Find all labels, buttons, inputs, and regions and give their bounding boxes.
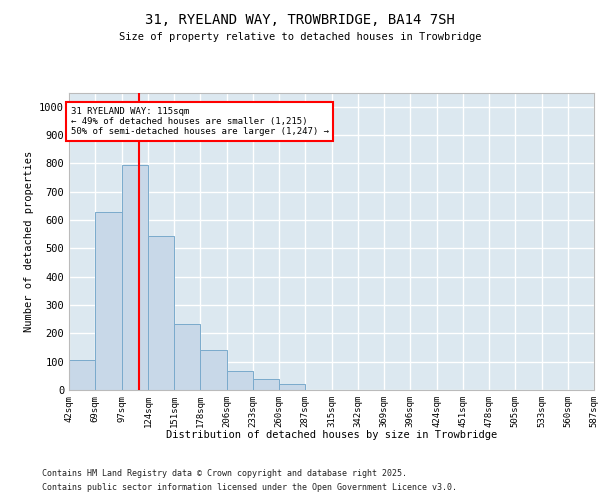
Text: Contains HM Land Registry data © Crown copyright and database right 2025.: Contains HM Land Registry data © Crown c… (42, 468, 407, 477)
Bar (279, 384, 305, 390)
X-axis label: Distribution of detached houses by size in Trowbridge: Distribution of detached houses by size … (166, 430, 497, 440)
Text: Size of property relative to detached houses in Trowbridge: Size of property relative to detached ho… (119, 32, 481, 42)
Bar (174, 324, 200, 390)
Text: 31, RYELAND WAY, TROWBRIDGE, BA14 7SH: 31, RYELAND WAY, TROWBRIDGE, BA14 7SH (145, 12, 455, 26)
Bar (227, 370, 253, 390)
Bar (122, 165, 148, 390)
Bar (148, 236, 174, 390)
Y-axis label: Number of detached properties: Number of detached properties (23, 150, 34, 332)
Text: 31 RYELAND WAY: 115sqm
← 49% of detached houses are smaller (1,215)
50% of semi-: 31 RYELAND WAY: 115sqm ← 49% of detached… (71, 106, 329, 136)
Bar (95, 212, 122, 390)
Bar (200, 350, 227, 390)
Text: Contains public sector information licensed under the Open Government Licence v3: Contains public sector information licen… (42, 484, 457, 492)
Bar (69, 360, 95, 390)
Bar (253, 378, 279, 390)
